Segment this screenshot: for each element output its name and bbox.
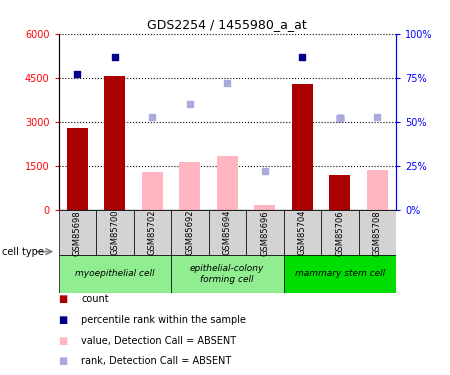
Bar — [171, 210, 208, 255]
Bar — [284, 255, 396, 292]
Text: ■: ■ — [58, 315, 68, 325]
Point — [374, 114, 381, 120]
Bar — [180, 162, 200, 210]
Point — [336, 116, 343, 122]
Bar — [67, 128, 88, 210]
Point — [336, 116, 343, 122]
Text: cell type: cell type — [2, 247, 44, 256]
Bar — [367, 170, 387, 210]
Text: GSM85702: GSM85702 — [148, 210, 157, 255]
Bar — [208, 210, 246, 255]
Point — [261, 168, 268, 174]
Text: ■: ■ — [58, 336, 68, 346]
Text: epithelial-colony
forming cell: epithelial-colony forming cell — [190, 264, 265, 284]
Bar — [58, 210, 96, 255]
Bar — [104, 76, 125, 210]
Bar — [96, 210, 134, 255]
Bar — [321, 210, 359, 255]
Text: ■: ■ — [58, 294, 68, 304]
Bar — [359, 210, 396, 255]
Text: value, Detection Call = ABSENT: value, Detection Call = ABSENT — [81, 336, 236, 346]
Bar — [142, 172, 162, 210]
Text: count: count — [81, 294, 108, 304]
Bar — [134, 210, 171, 255]
Text: GSM85706: GSM85706 — [335, 210, 344, 255]
Bar — [329, 175, 350, 210]
Bar — [171, 255, 284, 292]
Bar — [292, 84, 313, 210]
Point — [148, 114, 156, 120]
Bar — [254, 205, 275, 210]
Text: GSM85700: GSM85700 — [110, 210, 119, 255]
Point — [111, 54, 118, 60]
Text: GSM85696: GSM85696 — [260, 210, 269, 255]
Text: mammary stem cell: mammary stem cell — [295, 269, 385, 278]
Bar — [217, 156, 238, 210]
Bar — [58, 255, 171, 292]
Text: GSM85694: GSM85694 — [223, 210, 232, 255]
Text: myoepithelial cell: myoepithelial cell — [75, 269, 154, 278]
Text: percentile rank within the sample: percentile rank within the sample — [81, 315, 246, 325]
Point — [74, 71, 81, 77]
Text: GSM85692: GSM85692 — [185, 210, 194, 255]
Point — [299, 54, 306, 60]
Text: GSM85698: GSM85698 — [73, 210, 82, 255]
Point — [186, 101, 194, 107]
Bar — [284, 210, 321, 255]
Bar — [246, 210, 284, 255]
Text: ■: ■ — [58, 356, 68, 366]
Point — [224, 80, 231, 86]
Title: GDS2254 / 1455980_a_at: GDS2254 / 1455980_a_at — [148, 18, 307, 31]
Text: rank, Detection Call = ABSENT: rank, Detection Call = ABSENT — [81, 356, 231, 366]
Text: GSM85708: GSM85708 — [373, 210, 382, 255]
Text: GSM85704: GSM85704 — [298, 210, 307, 255]
